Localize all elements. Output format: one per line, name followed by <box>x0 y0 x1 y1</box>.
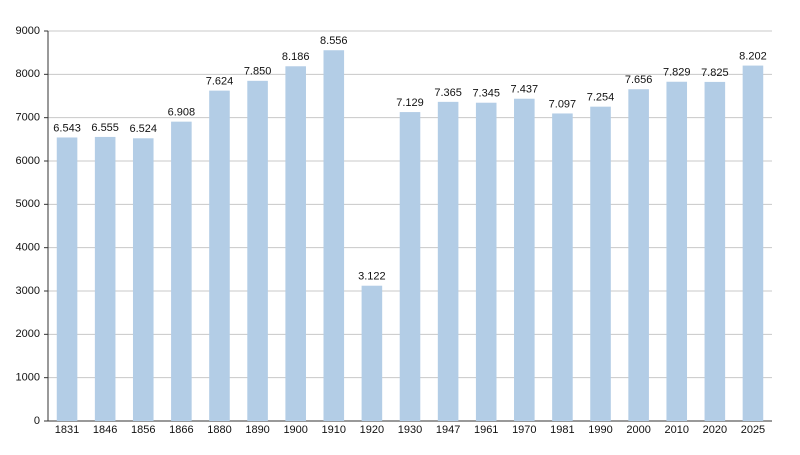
y-tick-label: 5000 <box>16 198 40 210</box>
value-label: 7.850 <box>244 66 272 78</box>
value-label: 6.555 <box>91 122 119 134</box>
value-label: 3.122 <box>358 271 386 283</box>
bar <box>323 50 345 422</box>
value-label: 8.202 <box>739 50 767 62</box>
value-label: 7.365 <box>434 87 462 99</box>
x-tick-label: 1947 <box>436 424 460 436</box>
bar <box>132 138 154 421</box>
bar <box>399 112 421 422</box>
bar <box>552 113 573 422</box>
value-label: 6.543 <box>53 122 81 134</box>
y-tick-label: 7000 <box>16 112 40 124</box>
x-tick-label: 1930 <box>398 424 422 436</box>
value-label: 7.656 <box>625 74 653 86</box>
bar <box>56 137 78 421</box>
bar <box>94 136 116 421</box>
x-tick-label: 1890 <box>245 424 269 436</box>
bar <box>514 98 535 421</box>
x-tick-label: 1866 <box>169 424 193 436</box>
value-label: 7.624 <box>206 76 234 88</box>
value-label: 7.097 <box>549 98 577 110</box>
x-tick-label: 1961 <box>474 424 498 436</box>
value-label: 7.254 <box>587 92 615 104</box>
x-tick-label: 2025 <box>741 424 765 436</box>
bar <box>437 101 459 421</box>
value-label: 7.129 <box>396 97 424 109</box>
value-label: 6.908 <box>168 107 196 119</box>
x-tick-label: 1846 <box>93 424 117 436</box>
value-label: 7.345 <box>472 88 500 100</box>
x-tick-label: 1831 <box>55 424 79 436</box>
x-tick-label: 1920 <box>360 424 384 436</box>
bar <box>475 102 497 421</box>
bar <box>704 81 726 422</box>
x-tick-label: 1856 <box>131 424 155 436</box>
x-tick-label: 1910 <box>322 424 346 436</box>
x-tick-label: 1981 <box>550 424 574 436</box>
x-tick-label: 1880 <box>207 424 231 436</box>
x-tick-label: 2010 <box>664 424 688 436</box>
y-tick-label: 2000 <box>16 328 40 340</box>
y-tick-label: 6000 <box>16 155 40 167</box>
value-label: 8.186 <box>282 51 310 63</box>
value-label: 7.437 <box>511 84 539 96</box>
bar <box>628 89 649 422</box>
bar <box>247 80 268 421</box>
bar <box>171 121 192 422</box>
bar <box>742 65 764 421</box>
y-tick-label: 0 <box>34 415 40 427</box>
y-tick-label: 1000 <box>16 372 40 384</box>
value-label: 7.829 <box>663 67 691 79</box>
bar <box>209 90 230 422</box>
x-tick-label: 1990 <box>588 424 612 436</box>
bar <box>590 106 611 421</box>
y-tick-label: 8000 <box>16 68 40 80</box>
x-tick-label: 1970 <box>512 424 536 436</box>
x-tick-label: 2000 <box>626 424 650 436</box>
x-tick-label: 1900 <box>283 424 307 436</box>
bar <box>361 285 383 421</box>
y-tick-label: 4000 <box>16 242 40 254</box>
y-tick-label: 3000 <box>16 285 40 297</box>
value-label: 7.825 <box>701 67 729 79</box>
value-label: 8.556 <box>320 35 348 47</box>
value-label: 6.524 <box>129 123 157 135</box>
x-tick-label: 2020 <box>703 424 727 436</box>
y-tick-label: 9000 <box>16 25 40 37</box>
bar <box>285 66 306 422</box>
bar <box>666 81 688 421</box>
